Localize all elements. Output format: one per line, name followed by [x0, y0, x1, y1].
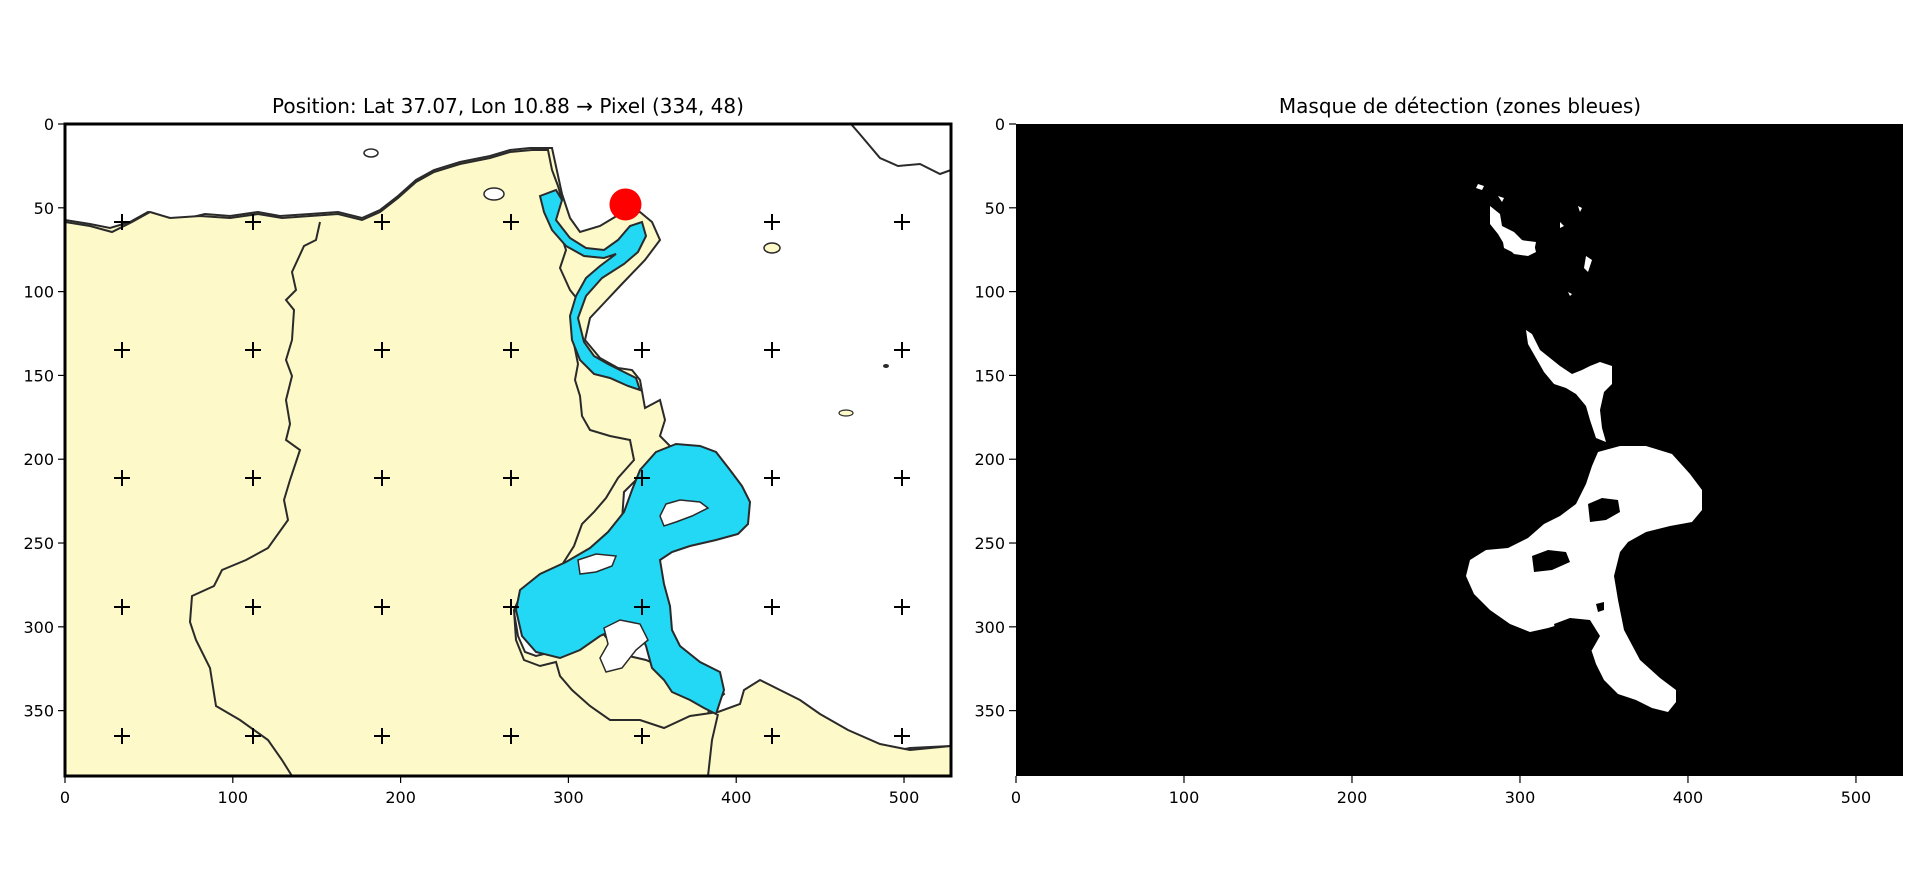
detected-blue-north	[538, 188, 648, 392]
mask-hole-2	[1532, 550, 1570, 572]
map-y-tick-label: 200	[23, 450, 54, 469]
map-frame	[63, 122, 953, 778]
map-x-tick-label: 200	[385, 788, 416, 807]
border-libya	[707, 713, 719, 776]
map-y-axis: 0 50 100 150 200 250 300 350	[23, 115, 65, 721]
mask-x-axis: 0 100 200 300 400 500	[1011, 776, 1871, 807]
mask-y-tick-label: 0	[995, 115, 1005, 134]
land-mass	[65, 149, 951, 776]
map-y-tick-label: 350	[23, 702, 54, 721]
map-y-tick-label: 0	[44, 115, 54, 134]
island-small-east	[838, 409, 854, 417]
map-title: Position: Lat 37.07, Lon 10.88 → Pixel (…	[272, 94, 744, 118]
mask-title: Masque de détection (zones bleues)	[1279, 94, 1641, 118]
mask-y-tick-label: 250	[974, 534, 1005, 553]
mask-hole-3	[1554, 618, 1600, 666]
mask-x-tick-label: 200	[1337, 788, 1368, 807]
mask-region-bizerte	[1502, 236, 1536, 254]
grid-crosses	[114, 214, 910, 744]
map-x-tick-label: 300	[553, 788, 584, 807]
mask-y-tick-label: 350	[974, 702, 1005, 721]
map-y-tick-label: 150	[23, 366, 54, 385]
map-panel: Position: Lat 37.07, Lon 10.88 → Pixel (…	[23, 94, 953, 807]
mask-region-fleck4	[1578, 206, 1582, 212]
island-kerkennah	[577, 553, 618, 575]
position-marker	[609, 188, 642, 221]
mask-region-gulf	[1466, 446, 1702, 712]
map-y-tick-label: 50	[34, 199, 54, 218]
mask-hole-4	[1596, 602, 1604, 612]
island-galite	[363, 148, 379, 158]
map-x-tick-label: 100	[218, 788, 249, 807]
mask-y-tick-label: 200	[974, 450, 1005, 469]
mask-background	[1016, 124, 1903, 776]
island-tiny	[883, 364, 889, 368]
mask-panel: Masque de détection (zones bleues)	[974, 94, 1903, 807]
map-y-tick-label: 300	[23, 618, 54, 637]
mask-region-fleck5	[1584, 256, 1592, 272]
mask-region-tunis	[1526, 330, 1612, 442]
mask-x-tick-label: 500	[1841, 788, 1872, 807]
mask-y-tick-label: 100	[974, 283, 1005, 302]
mask-y-tick-label: 300	[974, 618, 1005, 637]
mask-region-fleck6	[1568, 292, 1572, 296]
map-y-tick-label: 100	[23, 283, 54, 302]
mask-holes	[1532, 498, 1620, 666]
map-x-tick-label: 500	[889, 788, 920, 807]
mask-x-tick-label: 400	[1673, 788, 1704, 807]
mask-hole-1	[1588, 498, 1620, 522]
mask-x-tick-label: 300	[1505, 788, 1536, 807]
mask-x-tick-label: 0	[1011, 788, 1021, 807]
mask-x-tick-label: 100	[1169, 788, 1200, 807]
mask-regions	[1466, 184, 1702, 712]
lake-bizerte	[483, 187, 505, 201]
island-zembra	[763, 242, 781, 254]
mask-y-tick-label: 50	[985, 199, 1005, 218]
mask-y-axis: 0 50 100 150 200 250 300 350	[974, 115, 1016, 721]
mask-region-fleck1	[1476, 184, 1484, 190]
map-image	[65, 124, 951, 776]
map-x-tick-label: 0	[60, 788, 70, 807]
island-djerba	[599, 619, 649, 673]
map-y-tick-label: 250	[23, 534, 54, 553]
mask-y-tick-label: 150	[974, 366, 1005, 385]
mask-region-fleck3	[1560, 222, 1564, 228]
mask-region-fleck2	[1498, 196, 1504, 202]
mask-image	[1016, 124, 1903, 776]
island-kuriat	[659, 499, 710, 527]
map-x-tick-label: 400	[721, 788, 752, 807]
border-algeria	[188, 221, 321, 776]
map-x-axis: 0 100 200 300 400 500	[60, 776, 919, 807]
